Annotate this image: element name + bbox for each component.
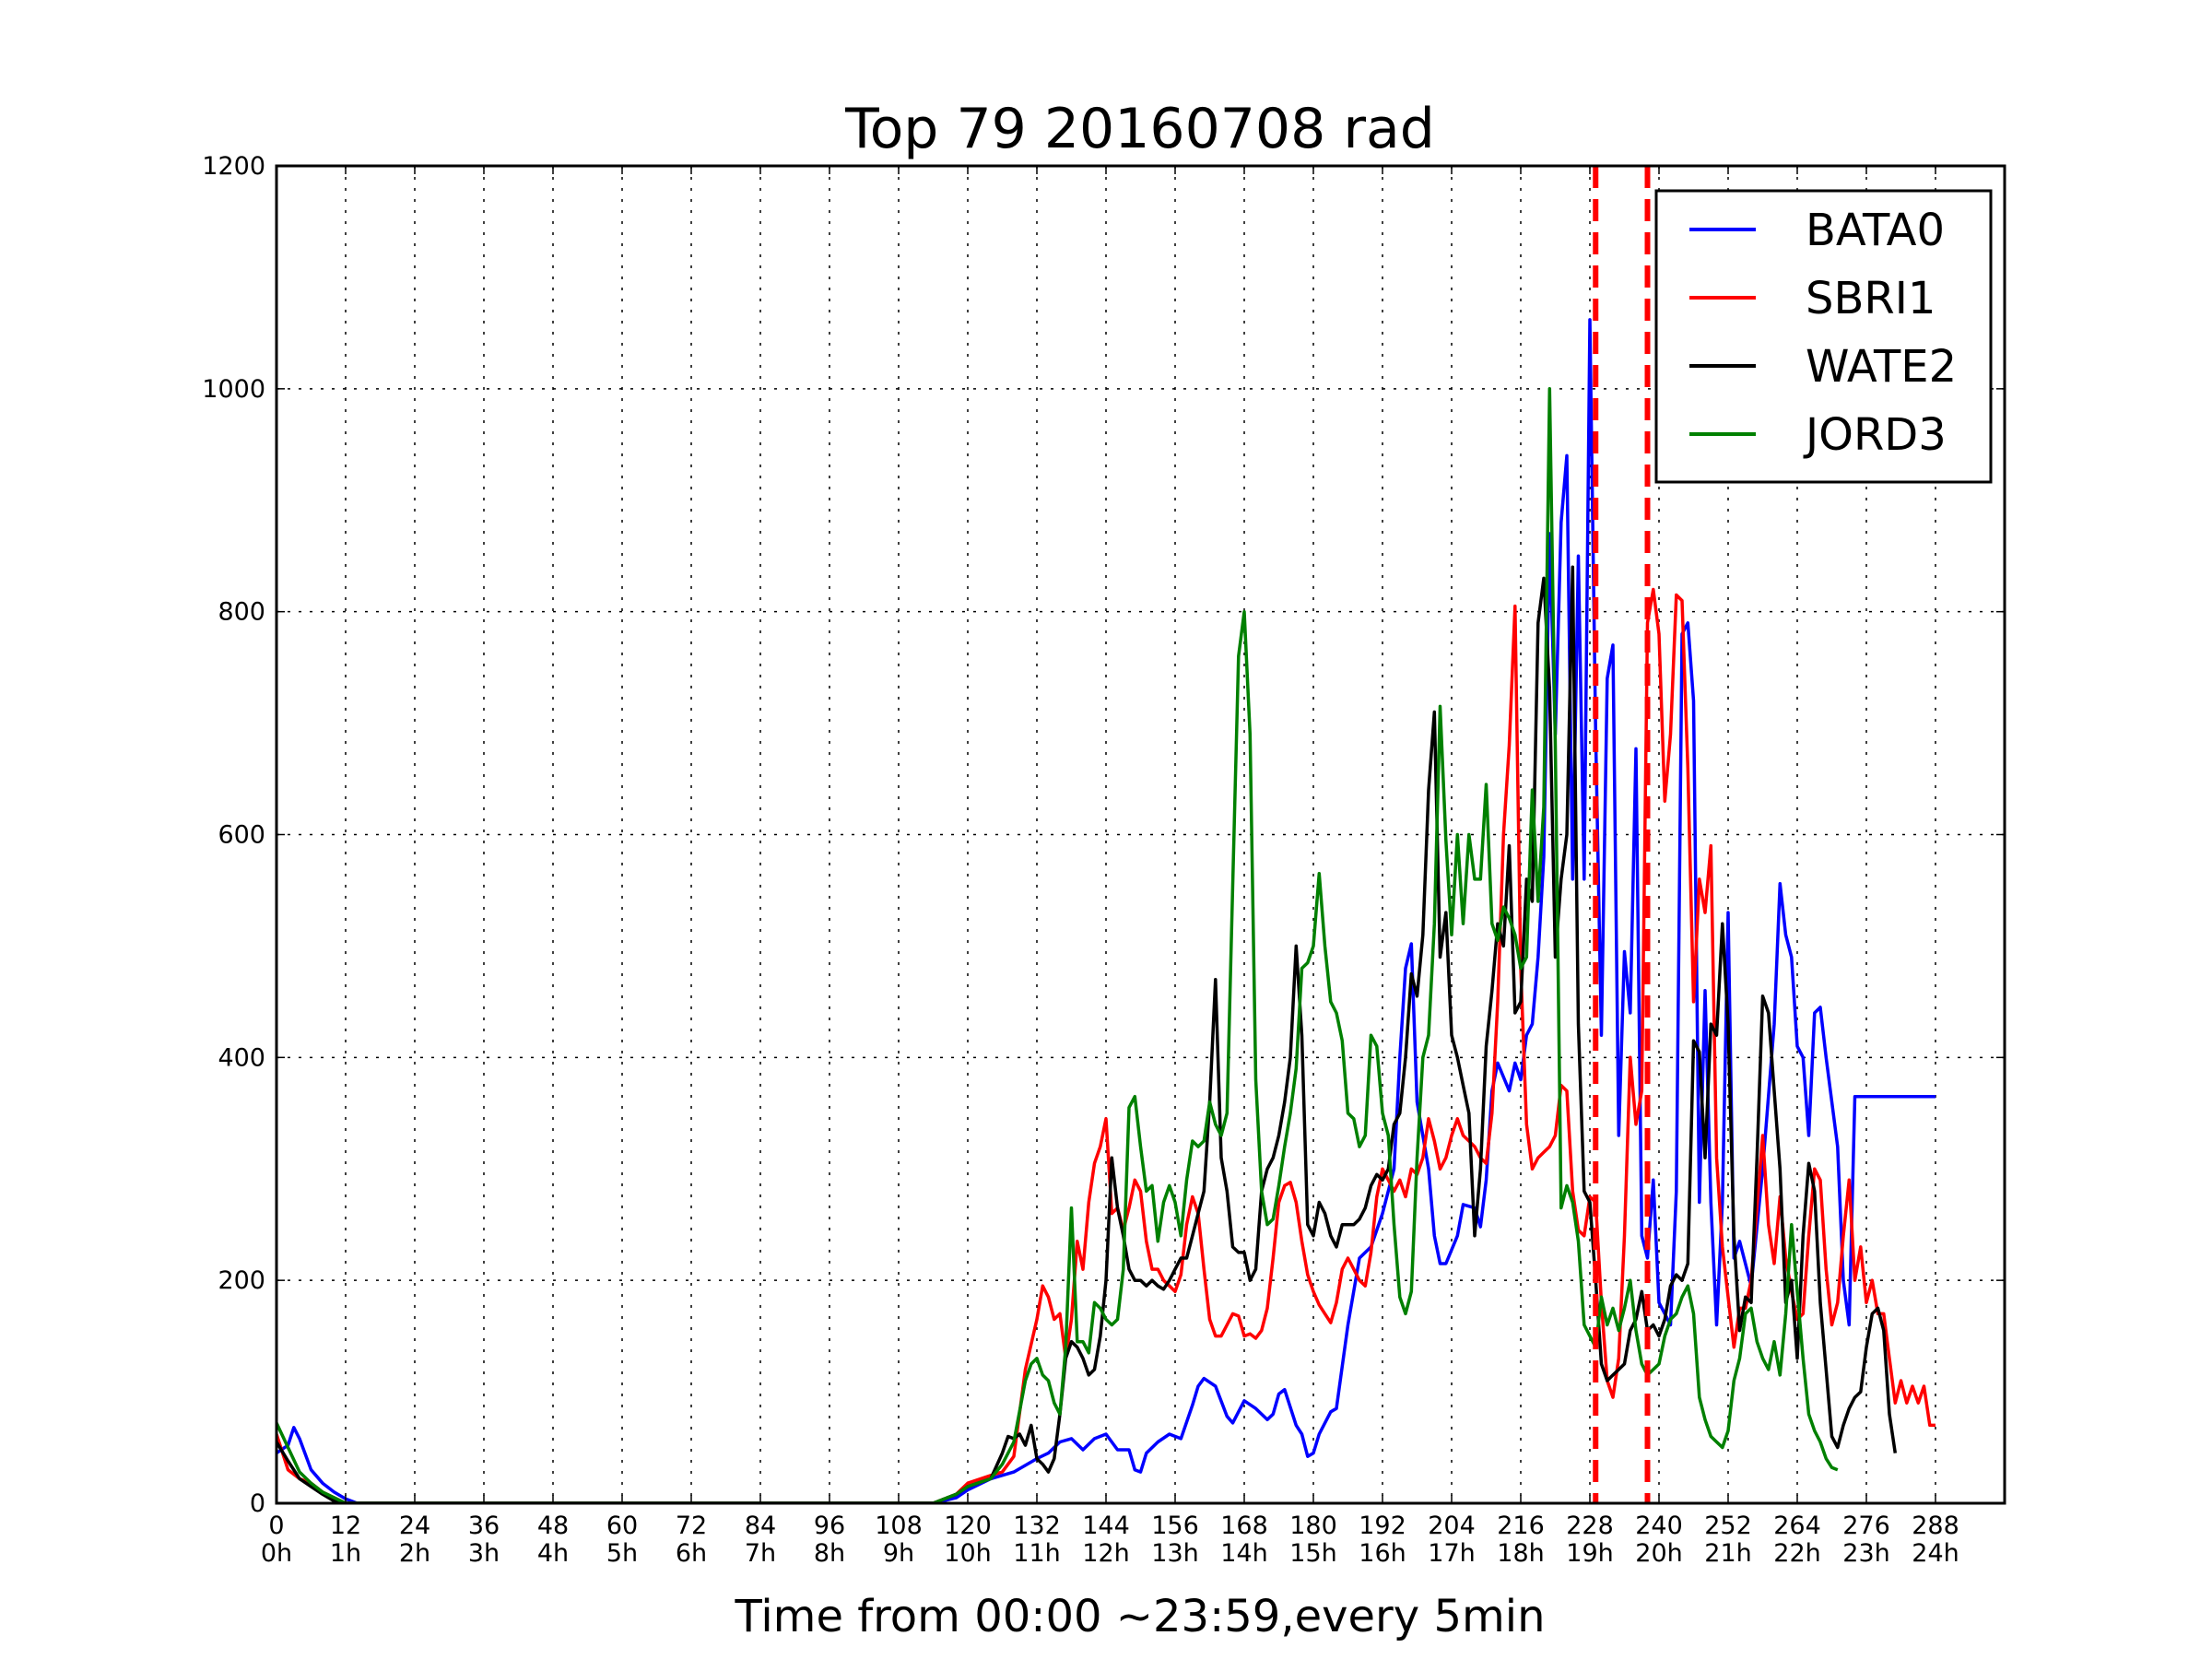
x-tick-label: 168	[1220, 1512, 1268, 1540]
x-tick-label: 204	[1428, 1512, 1476, 1540]
x-tick-label: 108	[875, 1512, 923, 1540]
x-tick-label: 180	[1289, 1512, 1337, 1540]
chart-title: Top 79 20160708 rad	[844, 97, 1435, 161]
legend-label-jord3: JORD3	[1803, 409, 1947, 461]
x-tick-label: 240	[1635, 1512, 1683, 1540]
x-tick-label: 36	[468, 1512, 500, 1540]
x-tick-label: 144	[1082, 1512, 1130, 1540]
y-tick-label: 400	[218, 1043, 265, 1072]
x-tick-sublabel: 22h	[1773, 1539, 1820, 1568]
x-tick-label: 276	[1842, 1512, 1890, 1540]
x-tick-label: 60	[606, 1512, 638, 1540]
x-tick-sublabel: 1h	[330, 1539, 361, 1568]
axis-ticks: 00h121h242h363h484h605h726h847h968h1089h…	[202, 152, 2005, 1568]
series-line-wate2	[276, 565, 1898, 1503]
x-tick-sublabel: 24h	[1912, 1539, 1959, 1568]
y-tick-label: 800	[218, 598, 265, 627]
plot-area	[276, 166, 1936, 1503]
y-tick-label: 0	[250, 1489, 265, 1518]
x-tick-label: 24	[399, 1512, 430, 1540]
x-tick-sublabel: 0h	[261, 1539, 292, 1568]
x-tick-label: 120	[944, 1512, 992, 1540]
y-tick-label: 1000	[202, 375, 265, 404]
x-tick-sublabel: 19h	[1566, 1539, 1613, 1568]
y-tick-label: 1200	[202, 152, 265, 181]
x-tick-sublabel: 15h	[1289, 1539, 1336, 1568]
series-line-jord3	[276, 387, 1839, 1503]
x-tick-sublabel: 13h	[1151, 1539, 1198, 1568]
x-tick-label: 252	[1704, 1512, 1752, 1540]
x-tick-sublabel: 17h	[1428, 1539, 1475, 1568]
series-line-bata0	[276, 318, 1936, 1503]
reference-lines	[1593, 166, 1651, 1503]
x-tick-sublabel: 8h	[814, 1539, 845, 1568]
legend-label-wate2: WATE2	[1806, 341, 1957, 393]
x-axis-label: Time from 00:00 ~23:59,every 5min	[735, 1591, 1546, 1642]
x-tick-sublabel: 10h	[944, 1539, 991, 1568]
legend-label-bata0: BATA0	[1806, 205, 1945, 256]
x-tick-sublabel: 23h	[1842, 1539, 1889, 1568]
x-tick-label: 192	[1359, 1512, 1406, 1540]
x-tick-sublabel: 16h	[1359, 1539, 1406, 1568]
x-tick-sublabel: 21h	[1704, 1539, 1751, 1568]
x-tick-label: 84	[745, 1512, 776, 1540]
x-tick-sublabel: 2h	[399, 1539, 430, 1568]
y-tick-label: 200	[218, 1266, 265, 1295]
x-tick-sublabel: 6h	[676, 1539, 707, 1568]
x-tick-sublabel: 4h	[537, 1539, 569, 1568]
x-tick-label: 48	[537, 1512, 569, 1540]
x-tick-sublabel: 3h	[468, 1539, 500, 1568]
x-tick-sublabel: 20h	[1635, 1539, 1682, 1568]
x-tick-label: 96	[814, 1512, 845, 1540]
series-line-sbri1	[276, 587, 1936, 1503]
x-tick-label: 288	[1912, 1512, 1959, 1540]
x-tick-sublabel: 18h	[1497, 1539, 1544, 1568]
x-tick-sublabel: 5h	[606, 1539, 638, 1568]
x-tick-label: 72	[676, 1512, 707, 1540]
legend-label-sbri1: SBRI1	[1806, 273, 1936, 324]
x-tick-label: 12	[330, 1512, 361, 1540]
x-tick-sublabel: 14h	[1220, 1539, 1267, 1568]
series-lines	[276, 318, 1936, 1503]
x-tick-label: 264	[1773, 1512, 1821, 1540]
x-tick-label: 228	[1566, 1512, 1614, 1540]
legend: BATA0 SBRI1 WATE2 JORD3	[1654, 189, 1993, 484]
x-tick-sublabel: 7h	[745, 1539, 776, 1568]
y-tick-label: 600	[218, 821, 265, 850]
x-tick-label: 0	[268, 1512, 284, 1540]
x-tick-sublabel: 11h	[1013, 1539, 1060, 1568]
x-tick-sublabel: 12h	[1082, 1539, 1129, 1568]
x-tick-label: 216	[1497, 1512, 1545, 1540]
x-tick-sublabel: 9h	[883, 1539, 914, 1568]
x-tick-label: 132	[1013, 1512, 1061, 1540]
x-tick-label: 156	[1151, 1512, 1199, 1540]
